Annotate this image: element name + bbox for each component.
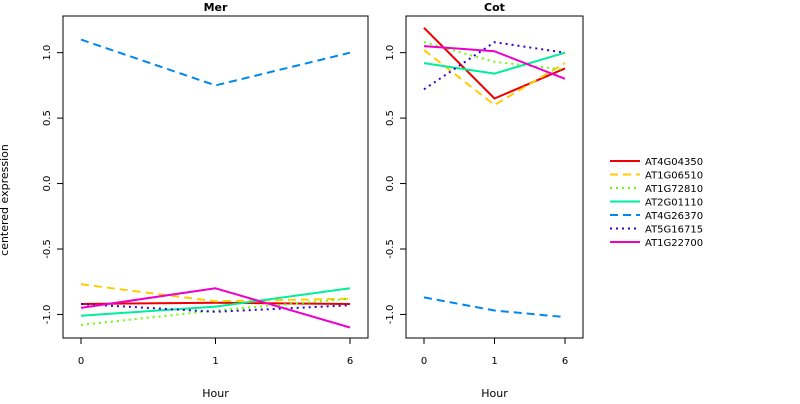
legend-label-at1g06510: AT1G06510: [645, 171, 703, 182]
series-line-at4g26370: [80, 38, 351, 87]
panel-title-cot: Cot: [484, 1, 505, 14]
y-axis-label: centered expression: [0, 144, 11, 256]
y-tick-label: 0.0: [42, 176, 53, 192]
x-tick-label: 0: [78, 356, 84, 367]
legend-label-at4g04350: AT4G04350: [645, 157, 703, 168]
series-line-at1g22700: [423, 45, 566, 80]
y-tick-label: -0.5: [42, 239, 53, 259]
series-line-at4g04350: [80, 301, 351, 305]
series-line-at4g26370: [423, 296, 566, 319]
legend-label-at5g16715: AT5G16715: [645, 225, 703, 236]
panel-frame-mer: [62, 15, 369, 339]
y-tick-label: -1.0: [42, 305, 53, 325]
x-tick-label: 0: [421, 356, 427, 367]
x-axis-label: Hour: [202, 387, 229, 400]
series-line-at1g22700: [80, 287, 351, 329]
series-line-at2g01110: [423, 51, 566, 75]
panel-title-mer: Mer: [204, 1, 228, 14]
legend-label-at1g22700: AT1G22700: [645, 238, 703, 249]
series-line-at5g16715: [80, 303, 351, 313]
y-tick-label: -0.5: [385, 239, 396, 259]
series-line-at1g06510: [80, 283, 351, 303]
x-tick-label: 6: [562, 356, 568, 367]
series-line-at4g04350: [423, 27, 566, 100]
legend-label-at1g72810: AT1G72810: [645, 184, 703, 195]
y-tick-label: 0.5: [385, 110, 396, 126]
legend-label-at4g26370: AT4G26370: [645, 211, 703, 222]
y-tick-label: 1.0: [42, 45, 53, 61]
series-line-at1g06510: [423, 49, 566, 106]
x-tick-label: 1: [212, 356, 218, 367]
x-tick-label: 6: [347, 356, 353, 367]
x-tick-label: 1: [491, 356, 497, 367]
y-tick-label: 0.5: [42, 110, 53, 126]
y-tick-label: 1.0: [385, 45, 396, 61]
y-tick-label: 0.0: [385, 176, 396, 192]
series-line-at5g16715: [423, 41, 566, 91]
series-line-at2g01110: [80, 287, 351, 317]
legend-label-at2g01110: AT2G01110: [645, 198, 703, 209]
y-tick-label: -1.0: [385, 305, 396, 325]
x-axis-label: Hour: [481, 387, 508, 400]
